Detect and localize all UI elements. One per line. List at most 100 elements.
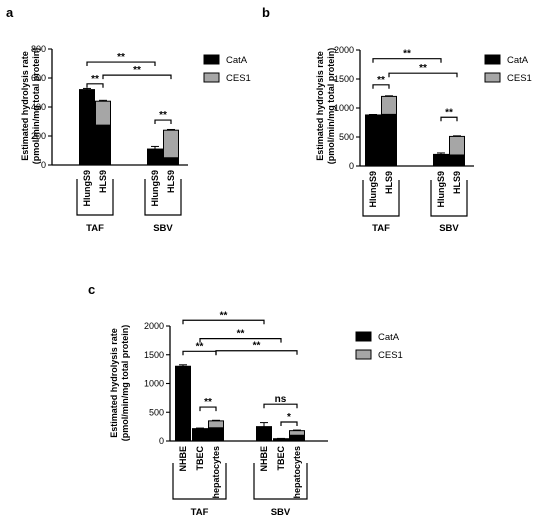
significance-label-c-3: **	[196, 341, 204, 352]
y-axis-label-line-a-1: (pmol/min/mg total protein)	[31, 48, 41, 165]
bar-b-CatA-0	[365, 114, 381, 167]
x-tick-label-b-1: HLS9	[384, 171, 394, 194]
legend-label-a-CatA: CatA	[226, 55, 248, 66]
y-tick-label-a-4: 800	[31, 44, 46, 54]
bar-b-CatA-3	[449, 154, 465, 167]
significance-label-a-3: **	[159, 110, 167, 121]
chart-panel-c: 0 500 1000 1500 2000 Estimated hydrolysis rat…	[109, 310, 403, 518]
legend-swatch-a-CatA	[203, 54, 220, 65]
significance-label-b-1: **	[419, 63, 427, 74]
x-tick-label-a-3: HLS9	[166, 170, 176, 193]
significance-label-a-1: **	[133, 65, 141, 76]
x-tick-label-a-0: HlungS9	[82, 170, 92, 207]
y-axis-label-c: Estimated hydrolysis rate(pmol/min/mg to…	[109, 325, 130, 442]
x-tick-label-b-3: HLS9	[452, 171, 462, 194]
y-axis-label-line-c-0: Estimated hydrolysis rate	[109, 328, 119, 438]
group-bracket-a-1	[144, 179, 182, 216]
y-tick-label-a-3: 600	[31, 73, 46, 83]
x-tick-label-b-0: HlungS9	[368, 171, 378, 208]
y-tick-label-b-3: 1500	[334, 74, 354, 84]
x-tick-label-c-2: hepatocytes	[211, 446, 221, 499]
x-tick-label-c-3: NHBE	[259, 446, 269, 472]
legend-swatch-a-CES1	[203, 72, 220, 83]
significance-label-b-3: **	[445, 107, 453, 118]
legend-label-b-CatA: CatA	[507, 55, 529, 66]
significance-label-a-0: **	[117, 52, 125, 63]
significance-bracket-a-3	[154, 119, 172, 125]
bar-a-CatA-3	[163, 157, 179, 166]
group-bracket-a-0	[76, 179, 114, 216]
group-label-a-1: SBV	[153, 223, 173, 234]
legend-label-c-CES1: CES1	[378, 350, 403, 361]
bar-c-CatA-0	[175, 365, 191, 442]
bar-a-CES1-3	[163, 129, 179, 159]
y-tick-label-c-2: 1000	[144, 379, 164, 389]
bar-c-CatA-2	[208, 427, 224, 442]
bar-a-CatA-0	[79, 89, 95, 166]
y-tick-label-c-3: 1500	[144, 350, 164, 360]
y-tick-label-b-1: 500	[339, 132, 354, 142]
y-tick-label-c-1: 500	[149, 407, 164, 417]
y-axis-label-line-b-1: (pmol/min/mg total protein)	[326, 48, 336, 165]
significance-label-c-5: ns	[275, 394, 287, 405]
significance-bracket-a-1	[102, 74, 172, 80]
panel-letter-c: c	[88, 282, 95, 297]
x-tick-label-c-5: hepatocytes	[292, 446, 302, 499]
significance-bracket-a-2	[86, 83, 104, 88]
significance-bracket-c-6	[280, 421, 298, 427]
bar-c-CatA-3	[256, 426, 272, 442]
significance-label-b-0: **	[403, 49, 411, 60]
y-axis-label-a: Estimated hydrolysis rate(pmol/min/mg to…	[20, 48, 41, 165]
significance-label-a-2: **	[91, 74, 99, 85]
bar-c-CatA-5	[289, 434, 305, 442]
x-tick-label-a-1: HLS9	[98, 170, 108, 193]
y-axis-label-line-b-0: Estimated hydrolysis rate	[315, 51, 325, 161]
group-bracket-c-1	[253, 463, 308, 500]
group-bracket-b-0	[362, 180, 400, 217]
legend-swatch-b-CatA	[484, 54, 501, 65]
panel-letter-b: b	[262, 5, 270, 20]
x-tick-label-c-4: TBEC	[276, 446, 286, 471]
legend-label-a-CES1: CES1	[226, 73, 251, 84]
group-label-c-0: TAF	[191, 507, 209, 518]
group-bracket-c-0	[172, 463, 227, 500]
group-label-a-0: TAF	[86, 223, 104, 234]
bar-a-CatA-2	[147, 148, 163, 166]
y-axis-label-line-c-1: (pmol/min/mg total protein)	[120, 325, 130, 442]
x-tick-label-c-1: TBEC	[195, 446, 205, 471]
y-axis-label-b: Estimated hydrolysis rate(pmol/min/mg to…	[315, 48, 336, 165]
significance-bracket-c-4	[199, 406, 217, 412]
bar-b-CES1-1	[381, 95, 397, 115]
y-axis-label-line-a-0: Estimated hydrolysis rate	[20, 51, 30, 161]
y-tick-label-c-0: 0	[159, 436, 164, 446]
significance-bracket-c-0	[182, 319, 265, 325]
group-label-b-1: SBV	[439, 223, 459, 234]
significance-label-b-2: **	[377, 75, 385, 86]
significance-label-c-2: **	[253, 341, 261, 352]
legend-swatch-c-CES1	[355, 349, 372, 360]
x-tick-label-a-2: HlungS9	[150, 170, 160, 207]
legend-swatch-c-CatA	[355, 331, 372, 342]
x-tick-label-b-2: HlungS9	[436, 171, 446, 208]
significance-bracket-c-5	[263, 403, 298, 409]
significance-bracket-c-3	[182, 350, 217, 356]
significance-bracket-b-0	[372, 58, 442, 63]
significance-label-c-0: **	[220, 310, 228, 321]
bar-c-CES1-5	[289, 430, 305, 436]
legend-swatch-b-CES1	[484, 72, 501, 83]
panel-letter-a: a	[6, 5, 14, 20]
significance-bracket-c-1	[199, 338, 282, 343]
significance-bracket-a-0	[86, 61, 156, 67]
significance-label-c-6: *	[287, 412, 291, 423]
group-label-b-0: TAF	[372, 223, 390, 234]
significance-label-c-4: **	[204, 397, 212, 408]
y-tick-label-b-2: 1000	[334, 103, 354, 113]
bar-a-CatA-1	[95, 124, 111, 166]
legend-label-c-CatA: CatA	[378, 332, 400, 343]
significance-label-c-1: **	[237, 329, 245, 340]
y-tick-label-b-0: 0	[349, 161, 354, 171]
bar-c-CatA-1	[192, 428, 208, 442]
group-bracket-b-1	[430, 180, 468, 217]
